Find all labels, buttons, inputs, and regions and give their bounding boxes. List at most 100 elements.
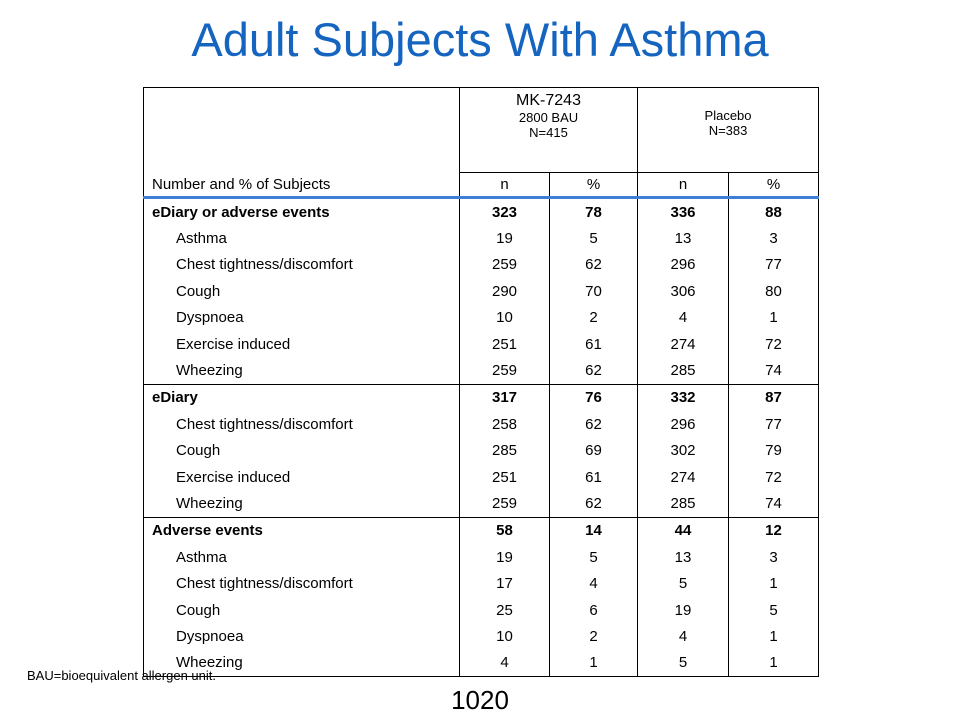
cell-percent: 5 bbox=[548, 544, 639, 571]
cell-percent: 77 bbox=[728, 411, 820, 438]
row-label: Chest tightness/discomfort bbox=[143, 570, 460, 597]
cell-count: 5 bbox=[637, 570, 730, 597]
group2-name: Placebo bbox=[704, 108, 752, 123]
table-row: eDiary or adverse events 323 78 336 88 bbox=[143, 197, 820, 226]
cell-count: 302 bbox=[637, 437, 730, 464]
row-label: Dyspnoea bbox=[143, 304, 460, 331]
cell-percent: 61 bbox=[548, 463, 639, 491]
cell-percent: 69 bbox=[548, 437, 639, 464]
cell-count: 259 bbox=[459, 357, 550, 385]
cell-percent: 62 bbox=[548, 411, 639, 438]
header-row-groups: MK-7243 2800 BAU N=415 Placebo N=383 bbox=[143, 87, 820, 173]
table-row: Asthma 19 5 13 3 bbox=[143, 544, 820, 571]
cell-percent: 61 bbox=[548, 330, 639, 358]
row-label: Cough bbox=[143, 278, 460, 305]
row-label: Wheezing bbox=[143, 649, 460, 678]
table-row: Wheezing 259 62 285 74 bbox=[143, 357, 820, 385]
cell-percent: 5 bbox=[548, 225, 639, 252]
table-row: Dyspnoea 10 2 4 1 bbox=[143, 623, 820, 650]
header-group-placebo: Placebo N=383 bbox=[637, 87, 820, 173]
cell-count: 323 bbox=[459, 197, 550, 226]
cell-percent: 2 bbox=[548, 304, 639, 331]
group1-dose: 2800 BAU bbox=[518, 110, 579, 125]
cell-percent: 1 bbox=[728, 304, 820, 331]
cell-count: 290 bbox=[459, 278, 550, 305]
footnote: BAU=bioequivalent allergen unit. bbox=[27, 668, 216, 683]
cell-percent: 62 bbox=[548, 490, 639, 518]
row-label: Chest tightness/discomfort bbox=[143, 251, 460, 279]
cell-percent: 87 bbox=[728, 383, 820, 412]
table-row: Exercise induced 251 61 274 72 bbox=[143, 330, 820, 358]
cell-count: 285 bbox=[637, 357, 730, 385]
col-header-n: n bbox=[637, 172, 730, 199]
row-label: Chest tightness/discomfort bbox=[143, 411, 460, 438]
table-row: Chest tightness/discomfort 258 62 296 77 bbox=[143, 411, 820, 438]
table-row: eDiary 317 76 332 87 bbox=[143, 383, 820, 412]
cell-count: 44 bbox=[637, 516, 730, 545]
row-label: eDiary or adverse events bbox=[143, 197, 460, 226]
table-row: Cough 290 70 306 80 bbox=[143, 278, 820, 305]
cell-count: 259 bbox=[459, 251, 550, 279]
cell-percent: 79 bbox=[728, 437, 820, 464]
cell-percent: 70 bbox=[548, 278, 639, 305]
cell-count: 285 bbox=[459, 437, 550, 464]
table-row: Dyspnoea 10 2 4 1 bbox=[143, 304, 820, 331]
cell-count: 13 bbox=[637, 225, 730, 252]
cell-count: 317 bbox=[459, 383, 550, 412]
cell-count: 4 bbox=[459, 649, 550, 678]
table-row: Adverse events 58 14 44 12 bbox=[143, 516, 820, 545]
col-header-pct: % bbox=[728, 172, 820, 199]
cell-percent: 62 bbox=[548, 357, 639, 385]
cell-percent: 3 bbox=[728, 544, 820, 571]
cell-count: 274 bbox=[637, 463, 730, 491]
cell-percent: 3 bbox=[728, 225, 820, 252]
cell-count: 258 bbox=[459, 411, 550, 438]
cell-count: 251 bbox=[459, 330, 550, 358]
cell-count: 5 bbox=[637, 649, 730, 678]
row-label: Exercise induced bbox=[143, 463, 460, 491]
table-row: Chest tightness/discomfort 17 4 5 1 bbox=[143, 570, 820, 597]
row-label: Wheezing bbox=[143, 357, 460, 385]
cell-count: 296 bbox=[637, 411, 730, 438]
group2-n: N=383 bbox=[708, 123, 748, 138]
table-row: Cough 285 69 302 79 bbox=[143, 437, 820, 464]
cell-count: 19 bbox=[459, 225, 550, 252]
cell-percent: 5 bbox=[728, 596, 820, 624]
row-label: Adverse events bbox=[143, 516, 460, 545]
cell-percent: 62 bbox=[548, 251, 639, 279]
cell-percent: 2 bbox=[548, 623, 639, 650]
cell-count: 13 bbox=[637, 544, 730, 571]
cell-percent: 12 bbox=[728, 516, 820, 545]
cell-percent: 88 bbox=[728, 197, 820, 226]
cell-percent: 1 bbox=[728, 570, 820, 597]
row-label-header: Number and % of Subjects bbox=[143, 172, 460, 199]
cell-count: 306 bbox=[637, 278, 730, 305]
cell-count: 10 bbox=[459, 623, 550, 650]
table-row: Wheezing 4 1 5 1 bbox=[143, 649, 820, 678]
cell-count: 10 bbox=[459, 304, 550, 331]
cell-count: 17 bbox=[459, 570, 550, 597]
cell-count: 285 bbox=[637, 490, 730, 518]
cell-percent: 76 bbox=[548, 383, 639, 412]
page-number: 1020 bbox=[451, 685, 509, 715]
header-row-columns: Number and % of Subjects n % n % bbox=[143, 172, 820, 199]
cell-percent: 4 bbox=[548, 570, 639, 597]
cell-percent: 78 bbox=[548, 197, 639, 226]
row-label: Asthma bbox=[143, 225, 460, 252]
cell-percent: 74 bbox=[728, 357, 820, 385]
cell-percent: 72 bbox=[728, 330, 820, 358]
cell-percent: 1 bbox=[728, 649, 820, 678]
cell-count: 58 bbox=[459, 516, 550, 545]
row-label: Cough bbox=[143, 596, 460, 624]
cell-count: 4 bbox=[637, 623, 730, 650]
cell-count: 332 bbox=[637, 383, 730, 412]
table-row: Cough 25 6 19 5 bbox=[143, 596, 820, 624]
cell-count: 19 bbox=[637, 596, 730, 624]
cell-percent: 80 bbox=[728, 278, 820, 305]
cell-count: 259 bbox=[459, 490, 550, 518]
header-group-mk7243: MK-7243 2800 BAU N=415 bbox=[458, 87, 639, 173]
cell-count: 19 bbox=[459, 544, 550, 571]
row-label: Cough bbox=[143, 437, 460, 464]
results-table: MK-7243 2800 BAU N=415 Placebo N=383 Num… bbox=[143, 87, 820, 678]
cell-percent: 77 bbox=[728, 251, 820, 279]
